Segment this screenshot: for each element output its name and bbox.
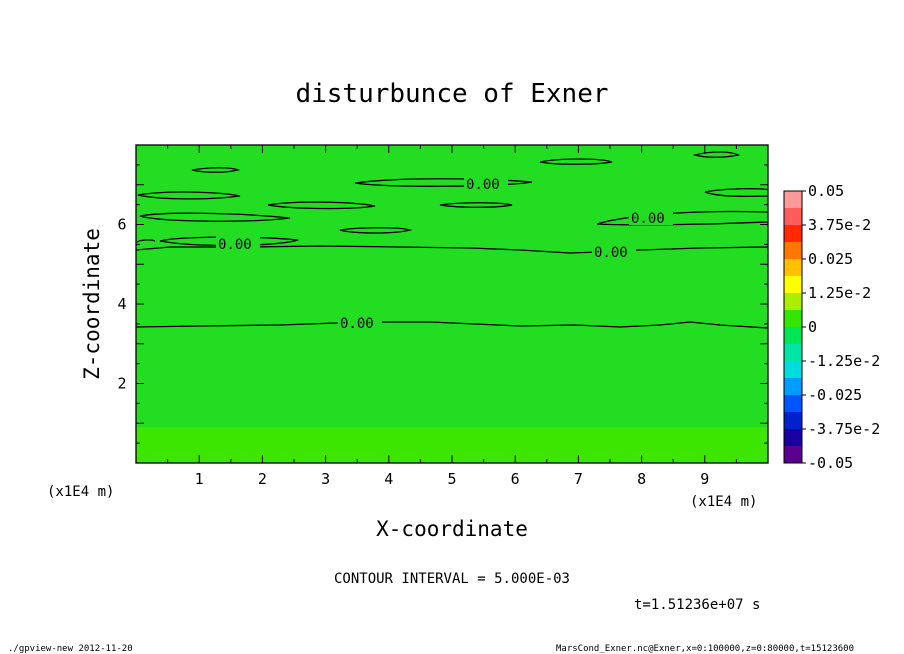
colorbar: 0.05 3.75e-2 0.025 1.25e-2 0 -1.25e-2 -0.025 -3…	[783, 182, 880, 472]
colorbar-swatch	[784, 327, 802, 345]
y-axis-label: Z-coordinate	[80, 228, 104, 380]
colorbar-label: 1.25e-2	[808, 284, 871, 302]
colorbar-swatch	[784, 429, 802, 447]
x-tick-label: 1	[195, 470, 204, 488]
x-tick-label: 2	[258, 470, 267, 488]
x-tick-label: 9	[700, 470, 709, 488]
contour-closed-12	[692, 151, 740, 158]
contour-closed-11	[704, 188, 769, 198]
colorbar-label: 0.05	[808, 182, 844, 200]
x-unit-right: (x1E4 m)	[690, 494, 757, 510]
contour-label: 0.00	[594, 245, 628, 261]
contour-closed-9	[539, 158, 613, 165]
x-axis-label: X-coordinate	[376, 517, 528, 541]
axis-tick-labels: 1 2 3 4 5 6 7 8 9 2 4 6	[117, 216, 709, 489]
x-tick-label: 7	[574, 470, 583, 488]
chart-title: disturbunce of Exner	[295, 79, 608, 109]
contour-closed-8	[439, 202, 513, 208]
colorbar-swatch	[784, 225, 802, 243]
colorbar-swatch	[784, 395, 802, 413]
y-tick-label: 4	[117, 295, 126, 313]
colorbar-swatch	[784, 242, 802, 260]
contour-closed-4	[191, 167, 241, 173]
colorbar-label: -3.75e-2	[808, 420, 880, 438]
colorbar-swatch	[784, 412, 802, 430]
axis-ticks	[135, 144, 769, 464]
colorbar-swatch	[784, 310, 802, 328]
colorbar-swatch	[784, 361, 802, 379]
colorbar-swatch	[784, 378, 802, 396]
colorbar-swatch	[784, 259, 802, 277]
colorbar-swatch	[784, 446, 802, 464]
colorbar-swatch	[784, 293, 802, 311]
x-tick-label: 5	[447, 470, 456, 488]
y-tick-label: 2	[117, 375, 126, 393]
colorbar-swatch	[784, 208, 802, 226]
contour-closed-7	[354, 178, 533, 187]
colorbar-label: -1.25e-2	[808, 352, 880, 370]
time-text: t=1.51236e+07 s	[634, 597, 760, 613]
contour-closed-6	[339, 227, 413, 234]
colorbar-label: -0.05	[808, 454, 853, 472]
contour-label: 0.00	[340, 316, 374, 332]
colorbar-label: 0.025	[808, 250, 853, 268]
contour-labels: 0.00 0.00 0.00 0.00 0.00	[216, 176, 673, 332]
footer-left: ./gpview-new 2012-11-20	[8, 644, 133, 654]
contour-closed-13	[136, 239, 156, 243]
x-unit-left: (x1E4 m)	[47, 484, 114, 500]
colorbar-swatch	[784, 344, 802, 362]
contour-interval-text: CONTOUR INTERVAL = 5.000E-03	[334, 571, 570, 587]
x-tick-label: 6	[511, 470, 520, 488]
contour-line-low	[135, 321, 769, 329]
contour-closed-3	[137, 191, 241, 200]
contour-label: 0.00	[218, 237, 252, 253]
field-upper	[136, 145, 768, 427]
x-tick-label: 3	[321, 470, 330, 488]
contour-label: 0.00	[631, 211, 665, 227]
colorbar-label: 0	[808, 318, 817, 336]
colorbar-swatch	[784, 276, 802, 294]
colorbar-swatch	[784, 191, 802, 209]
colorbar-label: -0.025	[808, 386, 862, 404]
plot-area	[136, 145, 768, 463]
x-tick-label: 4	[384, 470, 393, 488]
y-tick-label: 6	[117, 216, 126, 234]
footer-right: MarsCond_Exner.nc@Exner,x=0:100000,z=0:8…	[556, 644, 854, 654]
contour-closed-1	[159, 236, 299, 247]
colorbar-label: 3.75e-2	[808, 216, 871, 234]
x-tick-label: 8	[637, 470, 646, 488]
contour-label: 0.00	[466, 177, 500, 193]
contour-closed-2	[139, 212, 291, 222]
contour-closed-5	[267, 201, 376, 210]
